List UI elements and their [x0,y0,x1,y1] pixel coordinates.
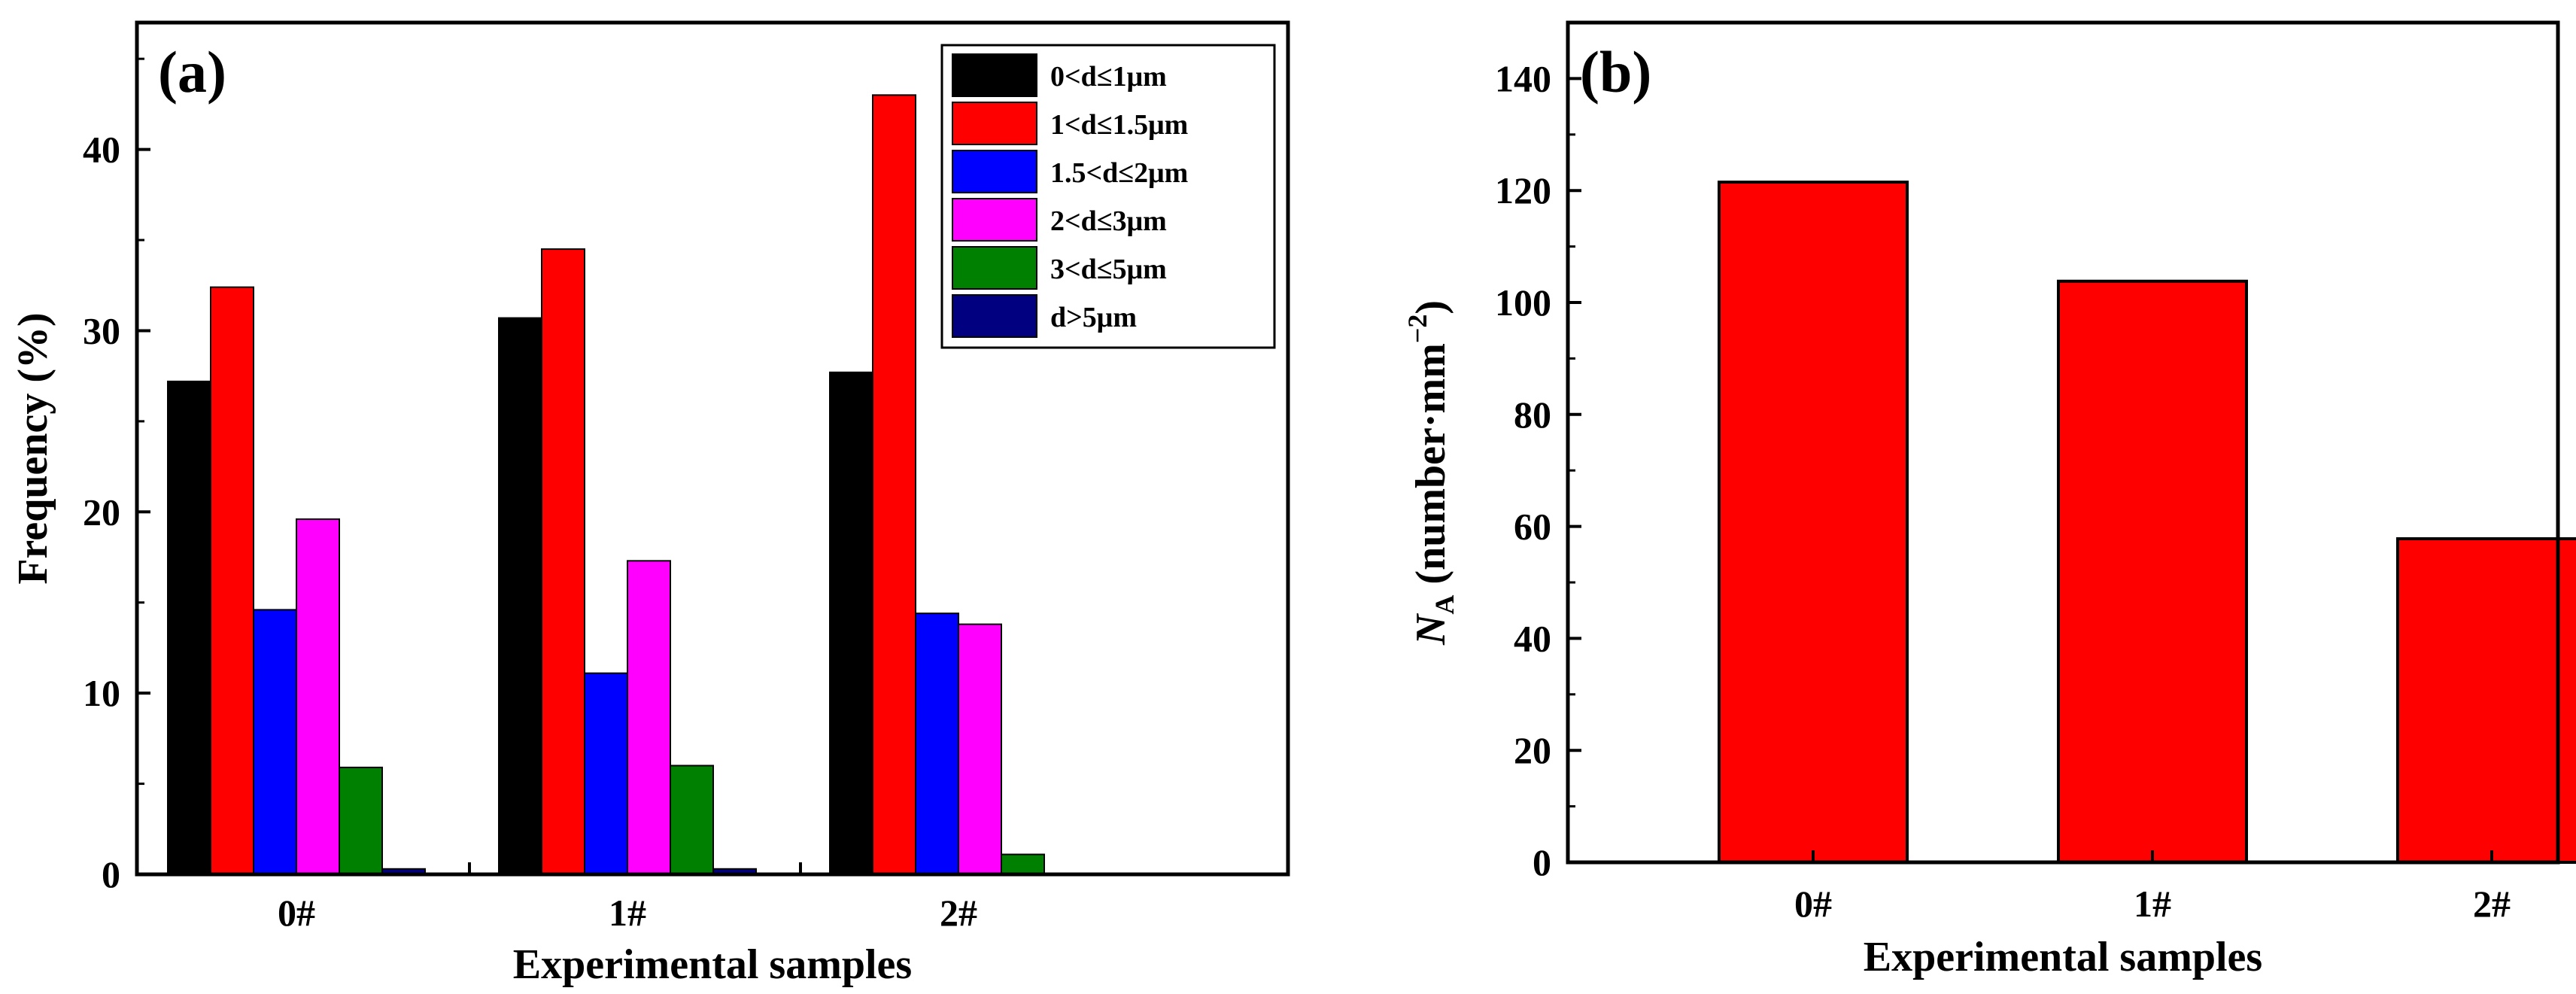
y-tick-label: 140 [1495,57,1551,99]
legend-swatch [952,53,1037,97]
y-tick-label: 20 [1514,729,1551,771]
x-axis-title: Experimental samples [513,941,912,988]
bars-group [167,94,1045,876]
y-tick-label: 60 [1514,506,1551,548]
y-axis-title-subscript: A [1429,595,1460,615]
y-tick-label: 0 [102,853,120,895]
y-axis-ticks: 0 10 20 30 40 0# 1# 2# [83,57,977,934]
bars-group [1718,181,2576,865]
legend-swatch [952,102,1037,145]
x-tick-label: 1# [2134,883,2171,925]
legend-label: d>5μm [1050,302,1137,333]
y-tick-label: 20 [83,491,120,533]
bar [2057,279,2248,864]
y-tick-label: 40 [83,129,120,171]
legend-label: 3<d≤5μm [1050,254,1167,285]
bar [339,766,383,876]
y-axis-title-superscript: −2 [1402,315,1432,344]
y-tick-label: 80 [1514,394,1551,436]
x-tick-label: 0# [1794,883,1832,925]
y-axis-ticks: 0 20 40 60 80 100 120 140 0# 1# 2# [1495,57,2511,925]
panel-label: (b) [1580,39,1651,105]
y-tick-label: 120 [1495,169,1551,211]
bar [829,371,873,876]
x-tick-label: 2# [2473,883,2511,925]
bar [2396,537,2576,865]
y-axis-title-main: (number·mm [1408,343,1454,594]
bar [210,286,254,875]
bar [498,317,542,875]
y-tick-label: 40 [1514,617,1551,659]
x-axis-title: Experimental samples [1864,934,2262,980]
x-tick-label: 0# [278,892,315,934]
bar [296,518,340,875]
chart-panel-b: 0 20 40 60 80 100 120 140 0# 1# 2# (b) Experimenta… [1402,20,2576,980]
bar [1718,181,1909,865]
bar [872,94,916,875]
legend-label: 1.5<d≤2μm [1050,157,1188,189]
legend-swatch [952,150,1037,193]
legend-swatch [952,198,1037,242]
y-tick-label: 0 [1533,841,1551,883]
bar [584,672,628,876]
chart-panel-a: 0 10 20 30 40 0# 1# 2# (a) Experimental samples… [10,20,1290,988]
x-tick-label: 2# [940,892,977,934]
bar [915,613,959,875]
legend-swatch [952,294,1037,338]
legend: 0<d≤1μm 1<d≤1.5μm 1.5<d≤2μm 2<d≤3μm 3<d≤5μm d… [940,44,1276,349]
legend-label: 1<d≤1.5μm [1050,109,1188,141]
legend-swatch [952,246,1037,290]
bar [253,609,297,875]
y-axis-title-suffix: ) [1408,300,1454,315]
y-axis-title: Frequency (%) [10,312,56,584]
bar [1001,853,1045,875]
y-tick-label: 30 [83,309,120,351]
bar [958,623,1002,876]
bar [670,764,714,876]
y-tick-label: 10 [83,672,120,714]
plot-frame [1566,20,2560,865]
y-axis-title: NA (number·mm−2) [1402,300,1460,646]
y-axis-title-symbol: N [1408,613,1454,646]
bar [541,248,585,875]
y-tick-label: 100 [1495,281,1551,324]
plot-frame [135,20,1290,877]
bar [167,380,211,875]
bar [627,560,671,875]
legend-label: 0<d≤1μm [1050,61,1167,93]
legend-label: 2<d≤3μm [1050,205,1167,237]
panel-label: (a) [158,39,226,105]
x-tick-label: 1# [609,892,646,934]
